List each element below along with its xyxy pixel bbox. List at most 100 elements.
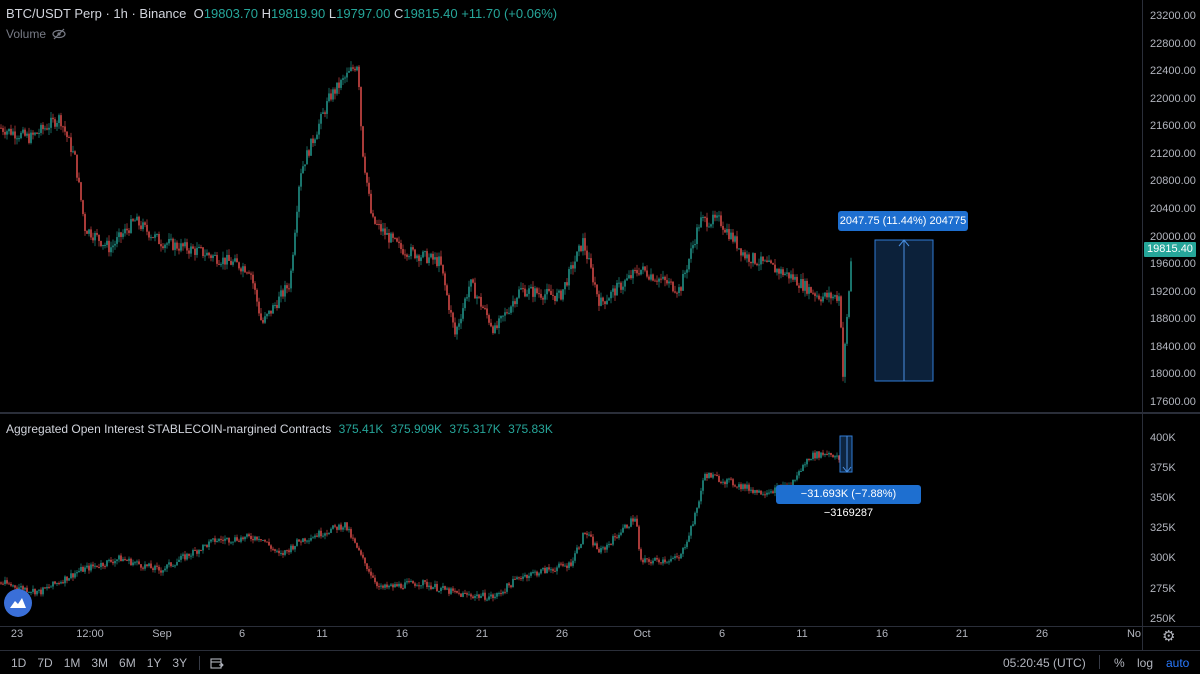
candle-body: [444, 273, 446, 286]
oi-candle-body: [760, 490, 762, 495]
oi-candle-body: [674, 556, 676, 559]
oi-candle-body: [822, 452, 824, 455]
oi-candle-body: [480, 595, 482, 598]
oi-candle-body: [160, 570, 162, 573]
oi-candle-body: [172, 565, 174, 567]
oi-candle-body: [70, 573, 72, 579]
range-1y-button[interactable]: 1Y: [146, 655, 162, 670]
price-axis-label: 21600.00: [1150, 120, 1196, 133]
oi-candle-body: [732, 479, 734, 486]
oi-candle-body: [334, 525, 336, 527]
price-measure-tool: [874, 239, 934, 382]
range-3y-button[interactable]: 3Y: [172, 655, 188, 670]
oi-candle-body: [192, 550, 194, 556]
range-1d-button[interactable]: 1D: [11, 655, 27, 670]
candle-body: [78, 177, 80, 183]
tradingview-logo-icon[interactable]: [4, 589, 32, 617]
oi-candle-body: [582, 533, 584, 545]
candle-body: [342, 78, 344, 80]
range-6m-button[interactable]: 6M: [119, 655, 136, 670]
range-1m-button[interactable]: 1M: [63, 655, 81, 670]
candle-body: [280, 290, 282, 297]
candle-body: [276, 304, 278, 309]
percent-toggle[interactable]: %: [1114, 656, 1125, 670]
oi-candle-body: [652, 560, 654, 564]
oi-candle-body: [692, 524, 694, 527]
candle-body: [346, 72, 348, 78]
candle-body: [426, 251, 428, 264]
candle-body: [252, 274, 254, 284]
eye-crossed-icon[interactable]: [52, 28, 66, 40]
oi-measure-label[interactable]: −31.693K (−7.88%) −3169287: [776, 485, 921, 519]
oi-candle-body: [198, 550, 200, 554]
candle-body: [266, 313, 268, 317]
oi-candle-body: [488, 596, 490, 600]
log-toggle[interactable]: log: [1137, 656, 1154, 670]
pane-divider[interactable]: [0, 412, 1200, 414]
candle-body: [88, 229, 90, 234]
oi-candle-body: [74, 573, 76, 578]
range-3m-button[interactable]: 3M: [91, 655, 109, 670]
oi-candle-body: [448, 588, 450, 594]
price-axis-label: 20400.00: [1150, 202, 1196, 215]
oi-candle-body: [648, 559, 650, 562]
candle-body: [780, 269, 782, 274]
candle-body: [332, 89, 334, 100]
candle-body: [714, 214, 716, 218]
oi-candle-body: [748, 484, 750, 491]
symbol-legend[interactable]: BTC/USDT Perp · 1h · Binance O19803.70 H…: [6, 6, 557, 21]
oi-candle-body: [258, 539, 260, 541]
oi-legend[interactable]: Aggregated Open Interest STABLECOIN-marg…: [6, 422, 553, 436]
candle-body: [472, 279, 474, 283]
candle-body: [498, 318, 500, 329]
oi-candle-body: [506, 583, 508, 592]
time-axis-divider: [0, 626, 1200, 627]
candle-body: [630, 275, 632, 279]
price-axis-label: 18400.00: [1150, 340, 1196, 353]
oi-candle-body: [636, 518, 638, 527]
open-interest-pane[interactable]: [0, 414, 1142, 626]
oi-candle-body: [46, 586, 48, 589]
candle-body: [110, 247, 112, 253]
symbol-title[interactable]: BTC/USDT Perp · 1h · Binance: [6, 6, 187, 21]
utc-clock[interactable]: 05:20:45 (UTC): [1003, 656, 1086, 670]
candle-body: [568, 269, 570, 286]
oi-candle-body: [42, 587, 44, 595]
oi-axis-label: 375K: [1150, 462, 1176, 475]
candle-body: [352, 67, 354, 69]
candle-body: [708, 226, 710, 228]
oi-candle-body: [254, 536, 256, 541]
candle-body: [156, 234, 158, 236]
candle-body: [304, 164, 306, 167]
candle-body: [58, 115, 60, 123]
candle-body: [750, 261, 752, 264]
volume-label: Volume: [6, 27, 47, 41]
auto-toggle[interactable]: auto: [1166, 656, 1190, 670]
oi-candle-body: [306, 540, 308, 542]
candle-body: [770, 260, 772, 264]
candle-body: [526, 293, 528, 297]
oi-candle-body: [30, 591, 32, 593]
oi-candle-body: [328, 532, 330, 534]
range-7d-button[interactable]: 7D: [37, 655, 53, 670]
candle-body: [820, 299, 822, 302]
candle-body: [730, 232, 732, 240]
candle-body: [688, 258, 690, 270]
settings-gear-icon[interactable]: ⚙: [1162, 628, 1176, 645]
oi-candle-body: [312, 537, 314, 539]
price-measure-label[interactable]: 2047.75 (11.44%) 204775: [838, 211, 968, 231]
candle-body: [764, 260, 766, 262]
oi-candle-body: [830, 452, 832, 455]
candle-body: [230, 260, 232, 265]
goto-date-icon[interactable]: [210, 657, 224, 669]
candle-body: [336, 82, 338, 94]
oi-candle-body: [178, 559, 180, 562]
price-chart-pane[interactable]: [0, 0, 1142, 412]
volume-legend[interactable]: Volume: [6, 27, 66, 41]
oi-candle-body: [146, 564, 148, 567]
candle-body: [768, 260, 770, 263]
oi-candle-body: [640, 549, 642, 560]
oi-candle-body: [620, 532, 622, 535]
oi-candle-body: [792, 479, 794, 487]
oi-candle-body: [476, 594, 478, 596]
